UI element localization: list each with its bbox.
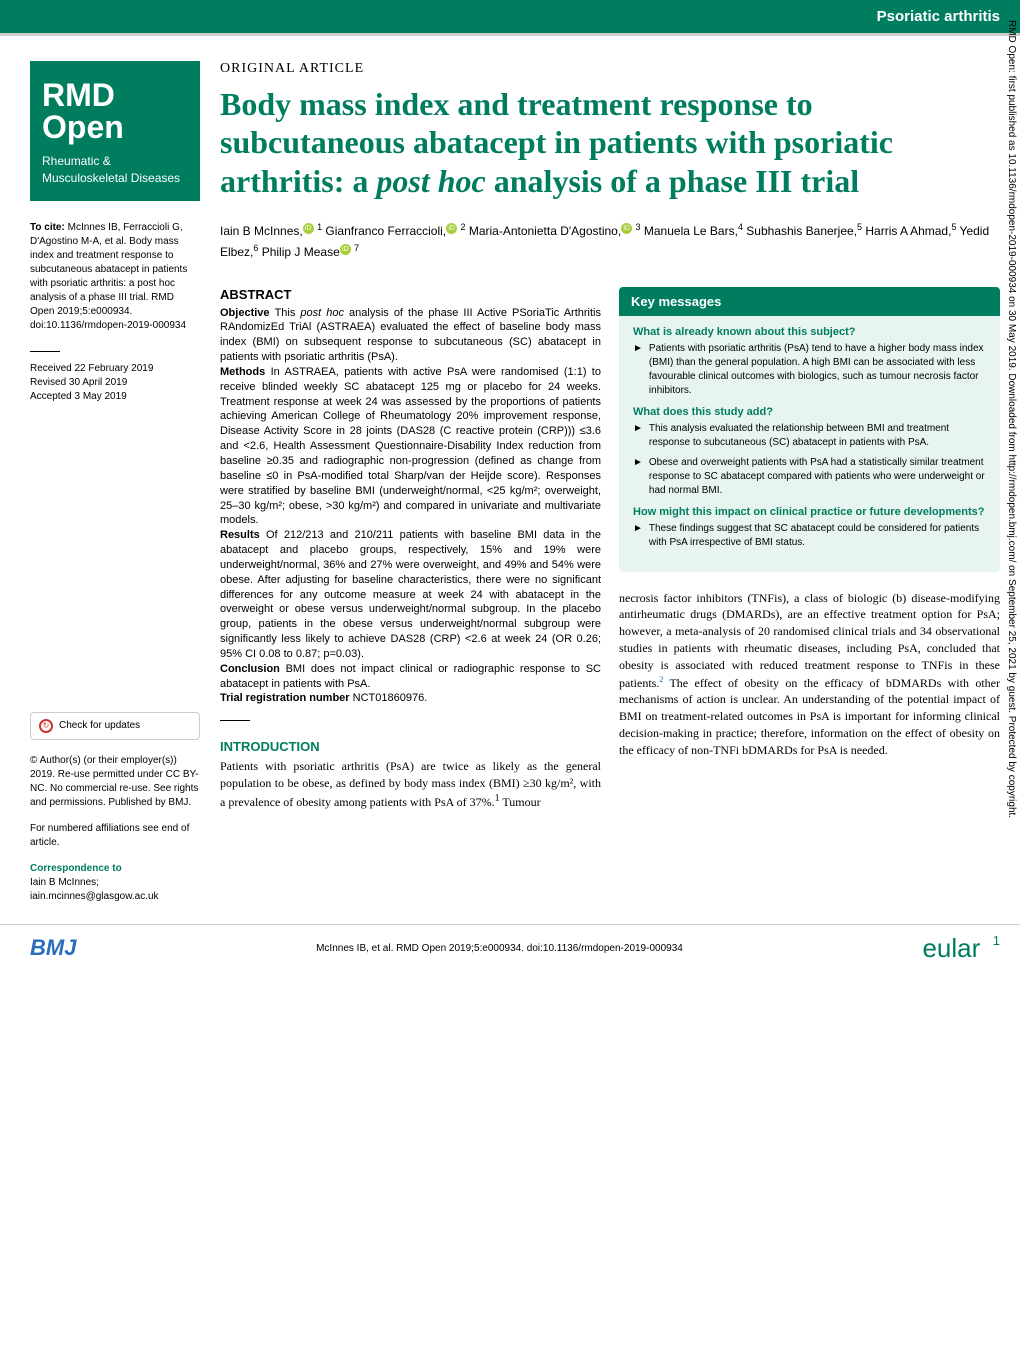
- body-continued: necrosis factor inhibitors (TNFis), a cl…: [619, 590, 1000, 759]
- key-a1: Patients with psoriatic arthritis (PsA) …: [649, 342, 986, 398]
- article-body: ORIGINAL ARTICLE Body mass index and tre…: [220, 61, 1000, 904]
- key-a2b: Obese and overweight patients with PsA h…: [649, 456, 986, 498]
- trial-label: Trial registration number: [220, 692, 350, 704]
- results-label: Results: [220, 529, 260, 541]
- authors-list: Iain B McInnes,iD 1 Gianfranco Ferraccio…: [220, 220, 1000, 262]
- arrow-icon: ►: [633, 422, 643, 450]
- journal-logo: RMD Open Rheumatic & Musculoskeletal Dis…: [30, 61, 200, 201]
- cite-text: McInnes IB, Ferraccioli G, D'Agostino M-…: [30, 222, 187, 331]
- article-type: ORIGINAL ARTICLE: [220, 61, 1000, 77]
- key-item: ►Obese and overweight patients with PsA …: [633, 456, 986, 498]
- date-received: Received 22 February 2019: [30, 362, 200, 376]
- intro-text: Patients with psoriatic arthritis (PsA) …: [220, 758, 601, 810]
- correspondence-title: Correspondence to: [30, 862, 200, 876]
- right-column: Key messages What is already known about…: [619, 287, 1000, 811]
- key-q2: What does this study add?: [633, 406, 986, 418]
- footer: BMJ McInnes IB, et al. RMD Open 2019;5:e…: [0, 924, 1020, 972]
- objective-label: Objective: [220, 307, 270, 319]
- vertical-download-note: RMD Open: first published as 10.1136/rmd…: [1005, 20, 1018, 1320]
- eular-logo: eular: [922, 933, 980, 963]
- article-title: Body mass index and treatment response t…: [220, 85, 1000, 200]
- key-messages-header: Key messages: [619, 287, 1000, 316]
- key-messages-box: Key messages What is already known about…: [619, 287, 1000, 572]
- methods-label: Methods: [220, 366, 265, 378]
- logo-subtitle: Rheumatic & Musculoskeletal Diseases: [42, 153, 188, 187]
- copyright-text: © Author(s) (or their employer(s)) 2019.…: [30, 754, 200, 810]
- sidebar: RMD Open Rheumatic & Musculoskeletal Dis…: [30, 61, 200, 904]
- divider: [30, 351, 60, 352]
- affiliations-note: For numbered affiliations see end of art…: [30, 822, 200, 850]
- arrow-icon: ►: [633, 522, 643, 550]
- updates-label: Check for updates: [59, 720, 140, 731]
- abstract-text: Objective This post hoc analysis of the …: [220, 306, 601, 707]
- key-item: ►Patients with psoriatic arthritis (PsA)…: [633, 342, 986, 398]
- key-q1: What is already known about this subject…: [633, 326, 986, 338]
- category-header: Psoriatic arthritis: [0, 0, 1020, 33]
- correspondence-name: Iain B McInnes;: [30, 876, 200, 890]
- footer-citation: McInnes IB, et al. RMD Open 2019;5:e0009…: [316, 943, 683, 954]
- methods-text: In ASTRAEA, patients with active PsA wer…: [220, 366, 601, 526]
- key-item: ►These findings suggest that SC abatacep…: [633, 522, 986, 550]
- key-a2a: This analysis evaluated the relationship…: [649, 422, 986, 450]
- cite-label: To cite:: [30, 222, 65, 233]
- abstract-column: ABSTRACT Objective This post hoc analysi…: [220, 287, 601, 811]
- logo-line1: RMD: [42, 79, 188, 111]
- date-revised: Revised 30 April 2019: [30, 376, 200, 390]
- intro-heading: INTRODUCTION: [220, 739, 601, 754]
- category-label: Psoriatic arthritis: [877, 8, 1000, 25]
- check-updates-button[interactable]: ↻ Check for updates: [30, 712, 200, 740]
- logo-line2: Open: [42, 111, 188, 143]
- results-text: Of 212/213 and 210/211 patients with bas…: [220, 529, 601, 660]
- updates-icon: ↻: [39, 719, 53, 733]
- arrow-icon: ►: [633, 456, 643, 498]
- key-item: ►This analysis evaluated the relationshi…: [633, 422, 986, 450]
- correspondence-email[interactable]: iain.mcinnes@glasgow.ac.uk: [30, 890, 200, 904]
- citation-block: To cite: McInnes IB, Ferraccioli G, D'Ag…: [30, 221, 200, 333]
- bmj-logo: BMJ: [30, 935, 76, 961]
- page-number: 1: [993, 933, 1000, 948]
- correspondence-block: Correspondence to Iain B McInnes; iain.m…: [30, 862, 200, 904]
- key-q3: How might this impact on clinical practi…: [633, 506, 986, 518]
- header-divider: [0, 33, 1020, 41]
- trial-text: NCT01860976.: [353, 692, 428, 704]
- eular-wrap: eular 1: [922, 933, 1000, 964]
- divider: [220, 720, 250, 721]
- dates-block: Received 22 February 2019 Revised 30 Apr…: [30, 362, 200, 404]
- conclusion-label: Conclusion: [220, 663, 280, 675]
- objective-text: This post hoc analysis of the phase III …: [220, 307, 601, 364]
- arrow-icon: ►: [633, 342, 643, 398]
- key-a3: These findings suggest that SC abatacept…: [649, 522, 986, 550]
- date-accepted: Accepted 3 May 2019: [30, 390, 200, 404]
- abstract-heading: ABSTRACT: [220, 287, 601, 302]
